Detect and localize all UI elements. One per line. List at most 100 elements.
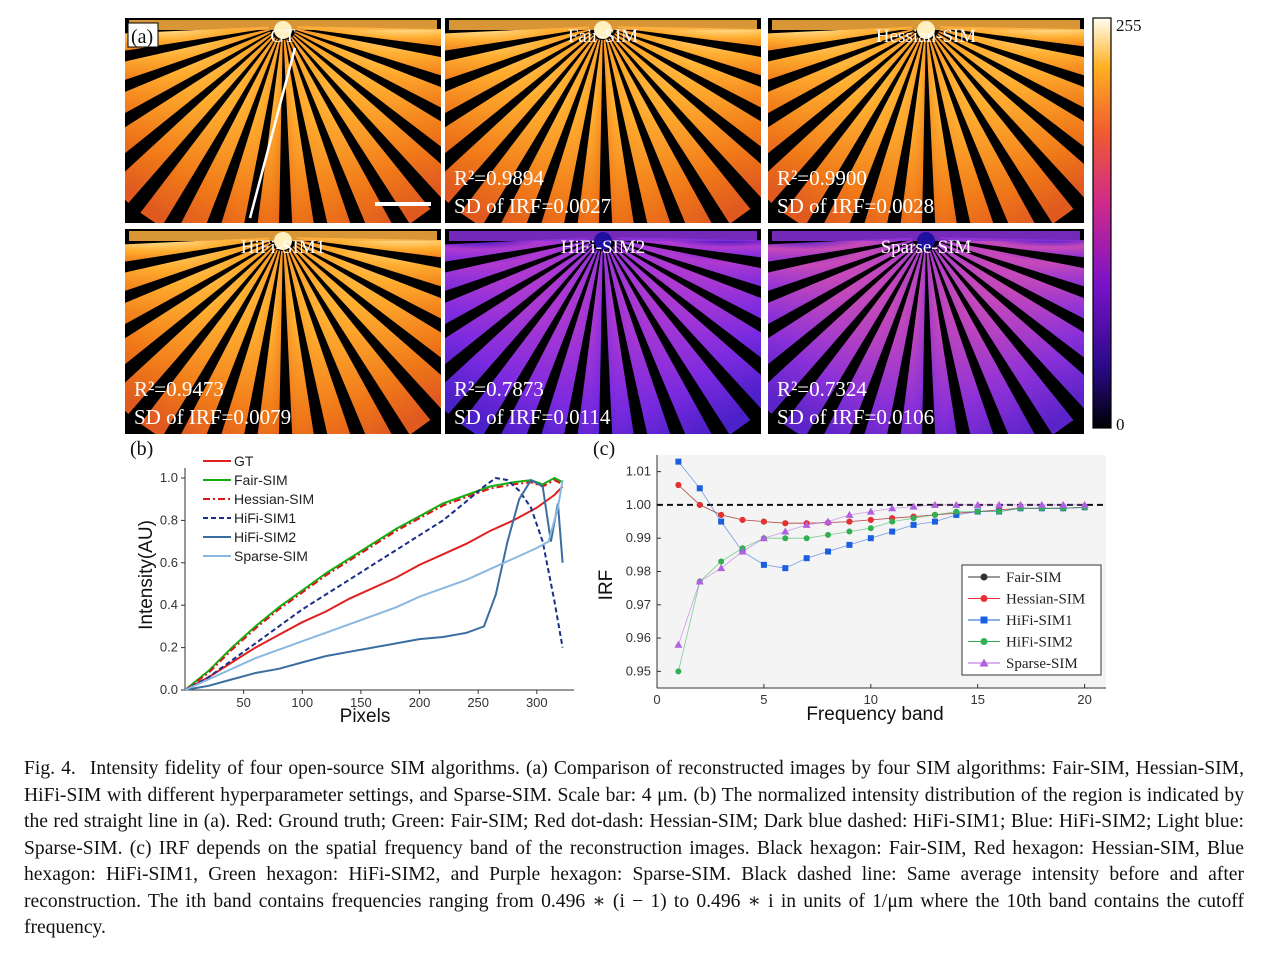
star-blade xyxy=(900,39,926,223)
star-blade xyxy=(445,35,594,203)
data-point xyxy=(760,518,767,525)
star-blade xyxy=(926,39,957,223)
star-blade xyxy=(937,33,1084,147)
star-blade xyxy=(616,239,761,287)
legend-label: Sparse-SIM xyxy=(234,548,308,564)
star-blade xyxy=(125,35,274,203)
y-tick-label: 1.00 xyxy=(626,497,651,512)
caption-text: Intensity fidelity of four open-source S… xyxy=(24,758,1244,938)
data-point xyxy=(675,458,682,465)
star-blade xyxy=(935,246,1084,409)
star-blade xyxy=(768,26,913,51)
data-point xyxy=(846,528,853,535)
star-blade xyxy=(296,28,441,76)
data-point xyxy=(889,518,896,525)
star-blade xyxy=(295,31,441,108)
data-point xyxy=(931,518,938,525)
star-blade xyxy=(768,244,916,365)
star-blade xyxy=(612,246,761,409)
image-tile-fair-sim: Fair-SIM R²=0.9894 SD of IRF=0.0027 xyxy=(445,18,761,223)
star-blade xyxy=(614,33,761,147)
colorbar xyxy=(1092,17,1112,429)
data-point xyxy=(759,534,768,542)
y-tick-label: 0.6 xyxy=(160,555,178,570)
star-blade xyxy=(926,250,957,434)
figure-caption: Fig. 4. Intensity fidelity of four open-s… xyxy=(24,756,1244,942)
y-tick-label: 0.4 xyxy=(160,597,178,612)
x-tick-label: 50 xyxy=(236,695,250,710)
star-blade xyxy=(768,29,913,80)
star-blade xyxy=(939,237,1084,258)
star-blade xyxy=(541,39,601,223)
star-blade xyxy=(610,36,751,223)
sd-irf-label: SD of IRF=0.0027 xyxy=(454,194,611,218)
star-blade xyxy=(125,33,273,154)
star-center xyxy=(917,232,935,250)
star-blade xyxy=(768,242,914,325)
image-tile-hessian-sim: Hessian-SIM R²=0.9900 SD of IRF=0.0028 xyxy=(768,18,1084,223)
data-point xyxy=(996,508,1003,515)
siemens-star xyxy=(125,26,441,223)
star-blade xyxy=(445,31,591,114)
legend-label: Fair-SIM xyxy=(234,472,288,488)
star-blade xyxy=(616,28,761,76)
legend-label: Sparse-SIM xyxy=(1006,656,1078,672)
sd-irf-label: SD of IRF=0.0106 xyxy=(777,405,934,429)
data-point xyxy=(845,510,854,518)
star-blade xyxy=(768,240,913,291)
legend-label: HiFi-SIM2 xyxy=(1006,635,1073,651)
data-point xyxy=(1037,500,1046,508)
series-sparse-sim xyxy=(674,500,1089,648)
data-point xyxy=(675,481,682,488)
star-blade xyxy=(939,239,1084,287)
image-tile-gt: GT (a) xyxy=(125,18,441,223)
star-blade xyxy=(294,244,441,358)
star-blade xyxy=(938,242,1084,319)
star-blade xyxy=(768,237,913,262)
panel-label-box xyxy=(127,22,159,48)
star-center xyxy=(594,232,612,250)
star-blade xyxy=(501,38,598,223)
siemens-star xyxy=(445,26,761,223)
data-point xyxy=(1080,500,1089,508)
star-blade xyxy=(501,249,598,434)
series-line xyxy=(678,504,1085,645)
x-tick-label: 200 xyxy=(409,695,431,710)
star-blade xyxy=(864,250,924,434)
r-squared-label: R²=0.7324 xyxy=(777,377,867,401)
data-point xyxy=(909,502,918,510)
profile-line xyxy=(248,47,297,219)
star-blade xyxy=(929,39,994,223)
y-tick-label: 1.0 xyxy=(160,470,178,485)
star-blade xyxy=(608,38,712,223)
y-tick-label: 0.0 xyxy=(160,682,178,697)
star-blade xyxy=(783,248,919,434)
star-blade xyxy=(541,250,601,434)
colorbar-max-label: 255 xyxy=(1116,16,1142,35)
star-blade xyxy=(140,37,276,223)
legend-label: GT xyxy=(234,453,254,469)
star-blade xyxy=(577,39,603,223)
star-blade xyxy=(125,246,274,414)
star-blade xyxy=(125,237,270,262)
y-tick-label: 0.8 xyxy=(160,512,178,527)
data-point xyxy=(738,547,747,555)
y-tick-label: 1.01 xyxy=(626,464,651,479)
image-title: HiFi-SIM1 xyxy=(241,237,325,258)
star-blade xyxy=(614,244,761,358)
star-blade xyxy=(286,250,351,434)
series-line-hifi-sim2 xyxy=(184,478,564,691)
star-center xyxy=(917,21,935,39)
data-point xyxy=(760,561,767,568)
data-point xyxy=(718,511,725,518)
panel-b-label: (b) xyxy=(130,438,153,460)
star-blade xyxy=(603,250,634,434)
data-point xyxy=(867,535,874,542)
star-blade xyxy=(221,39,281,223)
r-squared-label: R²=0.7873 xyxy=(454,377,544,401)
star-blade xyxy=(296,239,441,287)
y-tick-label: 0.98 xyxy=(626,564,651,579)
data-point xyxy=(867,516,874,523)
star-blade xyxy=(606,39,671,223)
star-blade xyxy=(445,26,590,51)
